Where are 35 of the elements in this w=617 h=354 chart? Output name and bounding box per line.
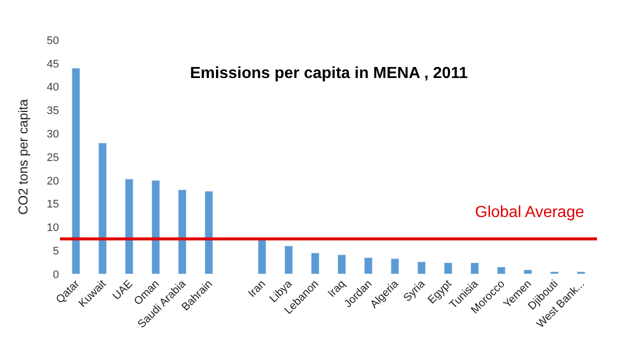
bar (470, 262, 479, 274)
bar (550, 271, 559, 274)
ref-line-label: Global Average (475, 204, 584, 221)
bar (390, 258, 400, 274)
bar (364, 257, 373, 274)
bar (497, 266, 506, 274)
bar (310, 252, 320, 274)
bar (151, 180, 160, 274)
bar (444, 262, 452, 274)
y-axis-title: CO2 tons per capita (16, 98, 31, 215)
bar (98, 142, 107, 274)
bar (417, 262, 426, 274)
y-tick-label: 10 (46, 222, 59, 234)
y-tick-label: 15 (46, 198, 59, 211)
y-tick-label: 0 (52, 268, 59, 281)
y-tick-label: 35 (46, 105, 59, 118)
bar (284, 246, 293, 274)
y-tick-label: 40 (46, 82, 59, 94)
bar (338, 254, 346, 274)
text: Emissions per capita in MENA , 2011 (190, 65, 468, 82)
bar (124, 178, 134, 274)
y-tick-label: 50 (46, 34, 59, 47)
bar (72, 68, 80, 274)
y-tick-label: 45 (46, 58, 59, 70)
y-tick-label: 20 (46, 175, 59, 188)
y-tick-label: 25 (46, 152, 59, 164)
x-tick-label: Iraq (326, 278, 348, 300)
bar (204, 190, 214, 274)
bar (576, 271, 586, 274)
y-tick-label: 5 (52, 245, 59, 258)
x-tick-label: Iran (246, 278, 268, 300)
y-tick-label: 30 (46, 128, 59, 140)
bar (178, 190, 187, 274)
bar (524, 270, 532, 274)
bar (258, 238, 266, 274)
